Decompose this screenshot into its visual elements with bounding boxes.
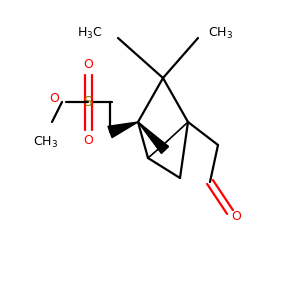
Text: CH$_3$: CH$_3$ <box>208 26 233 40</box>
Text: CH$_3$: CH$_3$ <box>33 134 58 150</box>
Text: O: O <box>49 92 59 106</box>
Text: O: O <box>231 209 241 223</box>
Text: H$_3$C: H$_3$C <box>77 26 103 40</box>
Polygon shape <box>108 122 138 138</box>
Text: O: O <box>83 134 93 146</box>
Text: O: O <box>83 58 93 71</box>
Polygon shape <box>138 122 169 154</box>
Text: S: S <box>84 95 92 109</box>
